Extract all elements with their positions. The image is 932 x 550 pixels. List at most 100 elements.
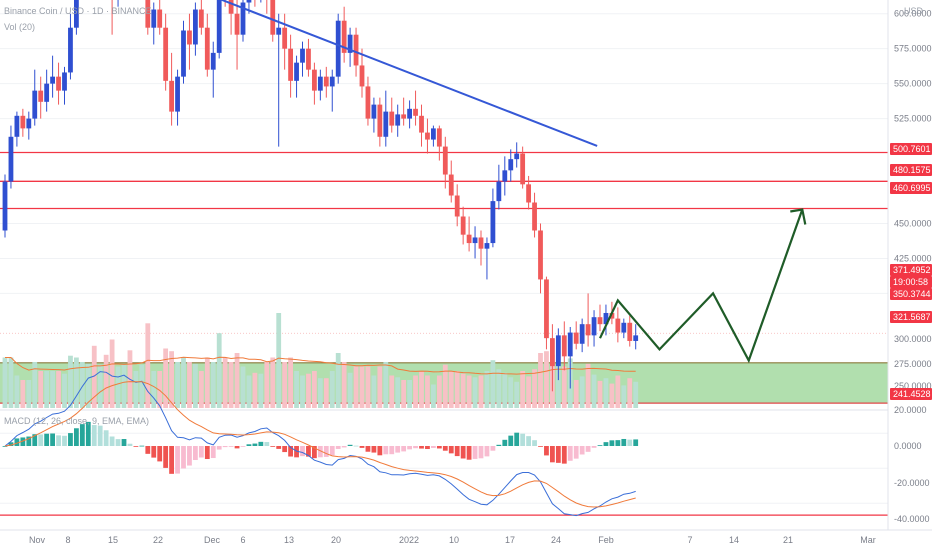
macd-histogram-bar: [234, 446, 240, 449]
candle-body: [44, 83, 50, 102]
candle-body: [436, 128, 442, 147]
price-axis[interactable]: 650.0000625.0000600.0000575.0000550.0000…: [887, 0, 932, 530]
candle-body: [514, 153, 520, 160]
macd-histogram-bar: [407, 446, 412, 450]
time-tick-label: 24: [551, 535, 561, 545]
candle-body: [300, 48, 305, 63]
macd-histogram-bar: [127, 443, 133, 446]
volume-bar: [163, 348, 169, 408]
volume-bar: [264, 362, 270, 408]
macd-histogram-bar: [401, 446, 407, 452]
candle-body: [353, 34, 359, 66]
volume-bar: [317, 378, 323, 408]
price-tick-label: 550.0000: [894, 79, 932, 89]
macd-tick-label: -20.0000: [894, 478, 930, 488]
price-tag: [890, 182, 932, 194]
macd-histogram-bar: [133, 446, 139, 447]
volume-bar: [175, 362, 180, 408]
macd-histogram-bar: [240, 446, 246, 447]
volume-bar: [312, 371, 317, 408]
volume-bar: [347, 372, 353, 408]
volume-bar: [44, 371, 50, 408]
macd-histogram-bar: [228, 446, 234, 447]
macd-histogram-bar: [538, 446, 543, 447]
volume-bar: [353, 366, 359, 408]
volume-bar: [68, 355, 73, 408]
candle-body: [633, 335, 639, 341]
macd-histogram-bar: [193, 446, 198, 461]
candle-body: [234, 13, 240, 35]
macd-histogram-bar: [306, 446, 311, 457]
volume-ma-line: [5, 356, 636, 375]
time-tick-label: Dec: [204, 535, 221, 545]
candle-body: [294, 62, 299, 81]
time-axis[interactable]: Nov 8 15 22 Dec 6 13 20 2022 10 17 24 Feb 7 14 21 Mar: [0, 529, 932, 545]
candle-body: [20, 115, 26, 129]
volume-bar: [282, 362, 288, 408]
candle-body: [472, 237, 478, 244]
time-tick-label: 15: [108, 535, 118, 545]
candle-body: [597, 317, 603, 325]
price-tag-text: 241.4528: [893, 389, 931, 399]
candle-body: [282, 27, 288, 49]
macd-histogram-bar: [109, 436, 115, 446]
macd-histogram-bar: [115, 439, 121, 446]
macd-histogram-bar: [62, 435, 67, 446]
volume-bar: [97, 364, 103, 408]
macd-histogram-bar: [359, 446, 365, 448]
volume-bar: [335, 353, 341, 408]
volume-bar: [514, 381, 520, 408]
price-tick-label: 575.0000: [894, 44, 932, 54]
candle-body: [157, 9, 163, 28]
candle-body: [329, 76, 335, 87]
volume-bar: [2, 357, 8, 408]
volume-bar: [294, 371, 299, 408]
grid: [0, 13, 888, 504]
macd-histogram-bar: [597, 445, 603, 447]
volume-bar: [484, 371, 490, 408]
macd-histogram-bar: [448, 446, 454, 454]
macd-histogram-bar: [222, 446, 228, 448]
candle-body: [526, 184, 531, 203]
trendline[interactable]: [35, 0, 598, 147]
price-tag: [890, 388, 932, 400]
volume-bar: [56, 371, 61, 408]
volume-bar: [425, 375, 430, 408]
macd-histogram-bar: [561, 446, 567, 464]
macd-histogram-bar: [496, 444, 502, 446]
candle-body: [276, 27, 282, 35]
macd-tick-label: 0.0000: [894, 441, 922, 451]
volume-bar: [561, 366, 567, 408]
macd-histogram-bar: [544, 446, 549, 456]
volume-bar: [454, 371, 460, 408]
candle-body: [520, 153, 526, 185]
macd-histogram-bar: [44, 433, 50, 446]
macd-histogram-bar: [609, 440, 615, 446]
macd-histogram-bar: [258, 441, 264, 446]
volume-bar: [20, 380, 26, 408]
volume-bar: [478, 375, 484, 408]
macd-histogram-bar: [56, 435, 61, 446]
time-tick-label: 7: [687, 535, 692, 545]
signal-line: [4, 381, 636, 508]
volume-bar: [413, 375, 418, 408]
macd-histogram-bar: [157, 446, 163, 462]
price-labels: 500.7601 480.1575 460.6995 371.4952 19:00:58…: [890, 143, 932, 400]
macd-histogram-bar: [442, 446, 448, 451]
volume-bar: [359, 366, 365, 408]
candle-body: [8, 136, 14, 182]
price-tag: [890, 311, 932, 323]
macd-histogram-bar: [514, 432, 520, 446]
candles[interactable]: [2, 0, 639, 392]
candle-body: [407, 108, 412, 119]
candle-body: [502, 170, 508, 182]
volume-bar: [14, 375, 20, 408]
projection-line: [599, 209, 804, 364]
candle-body: [210, 52, 216, 70]
candle-body: [151, 9, 157, 28]
time-tick-label: 6: [240, 535, 245, 545]
projection-path[interactable]: [599, 208, 807, 364]
volume-bar: [276, 313, 282, 408]
macd-histogram-bar: [187, 446, 192, 466]
